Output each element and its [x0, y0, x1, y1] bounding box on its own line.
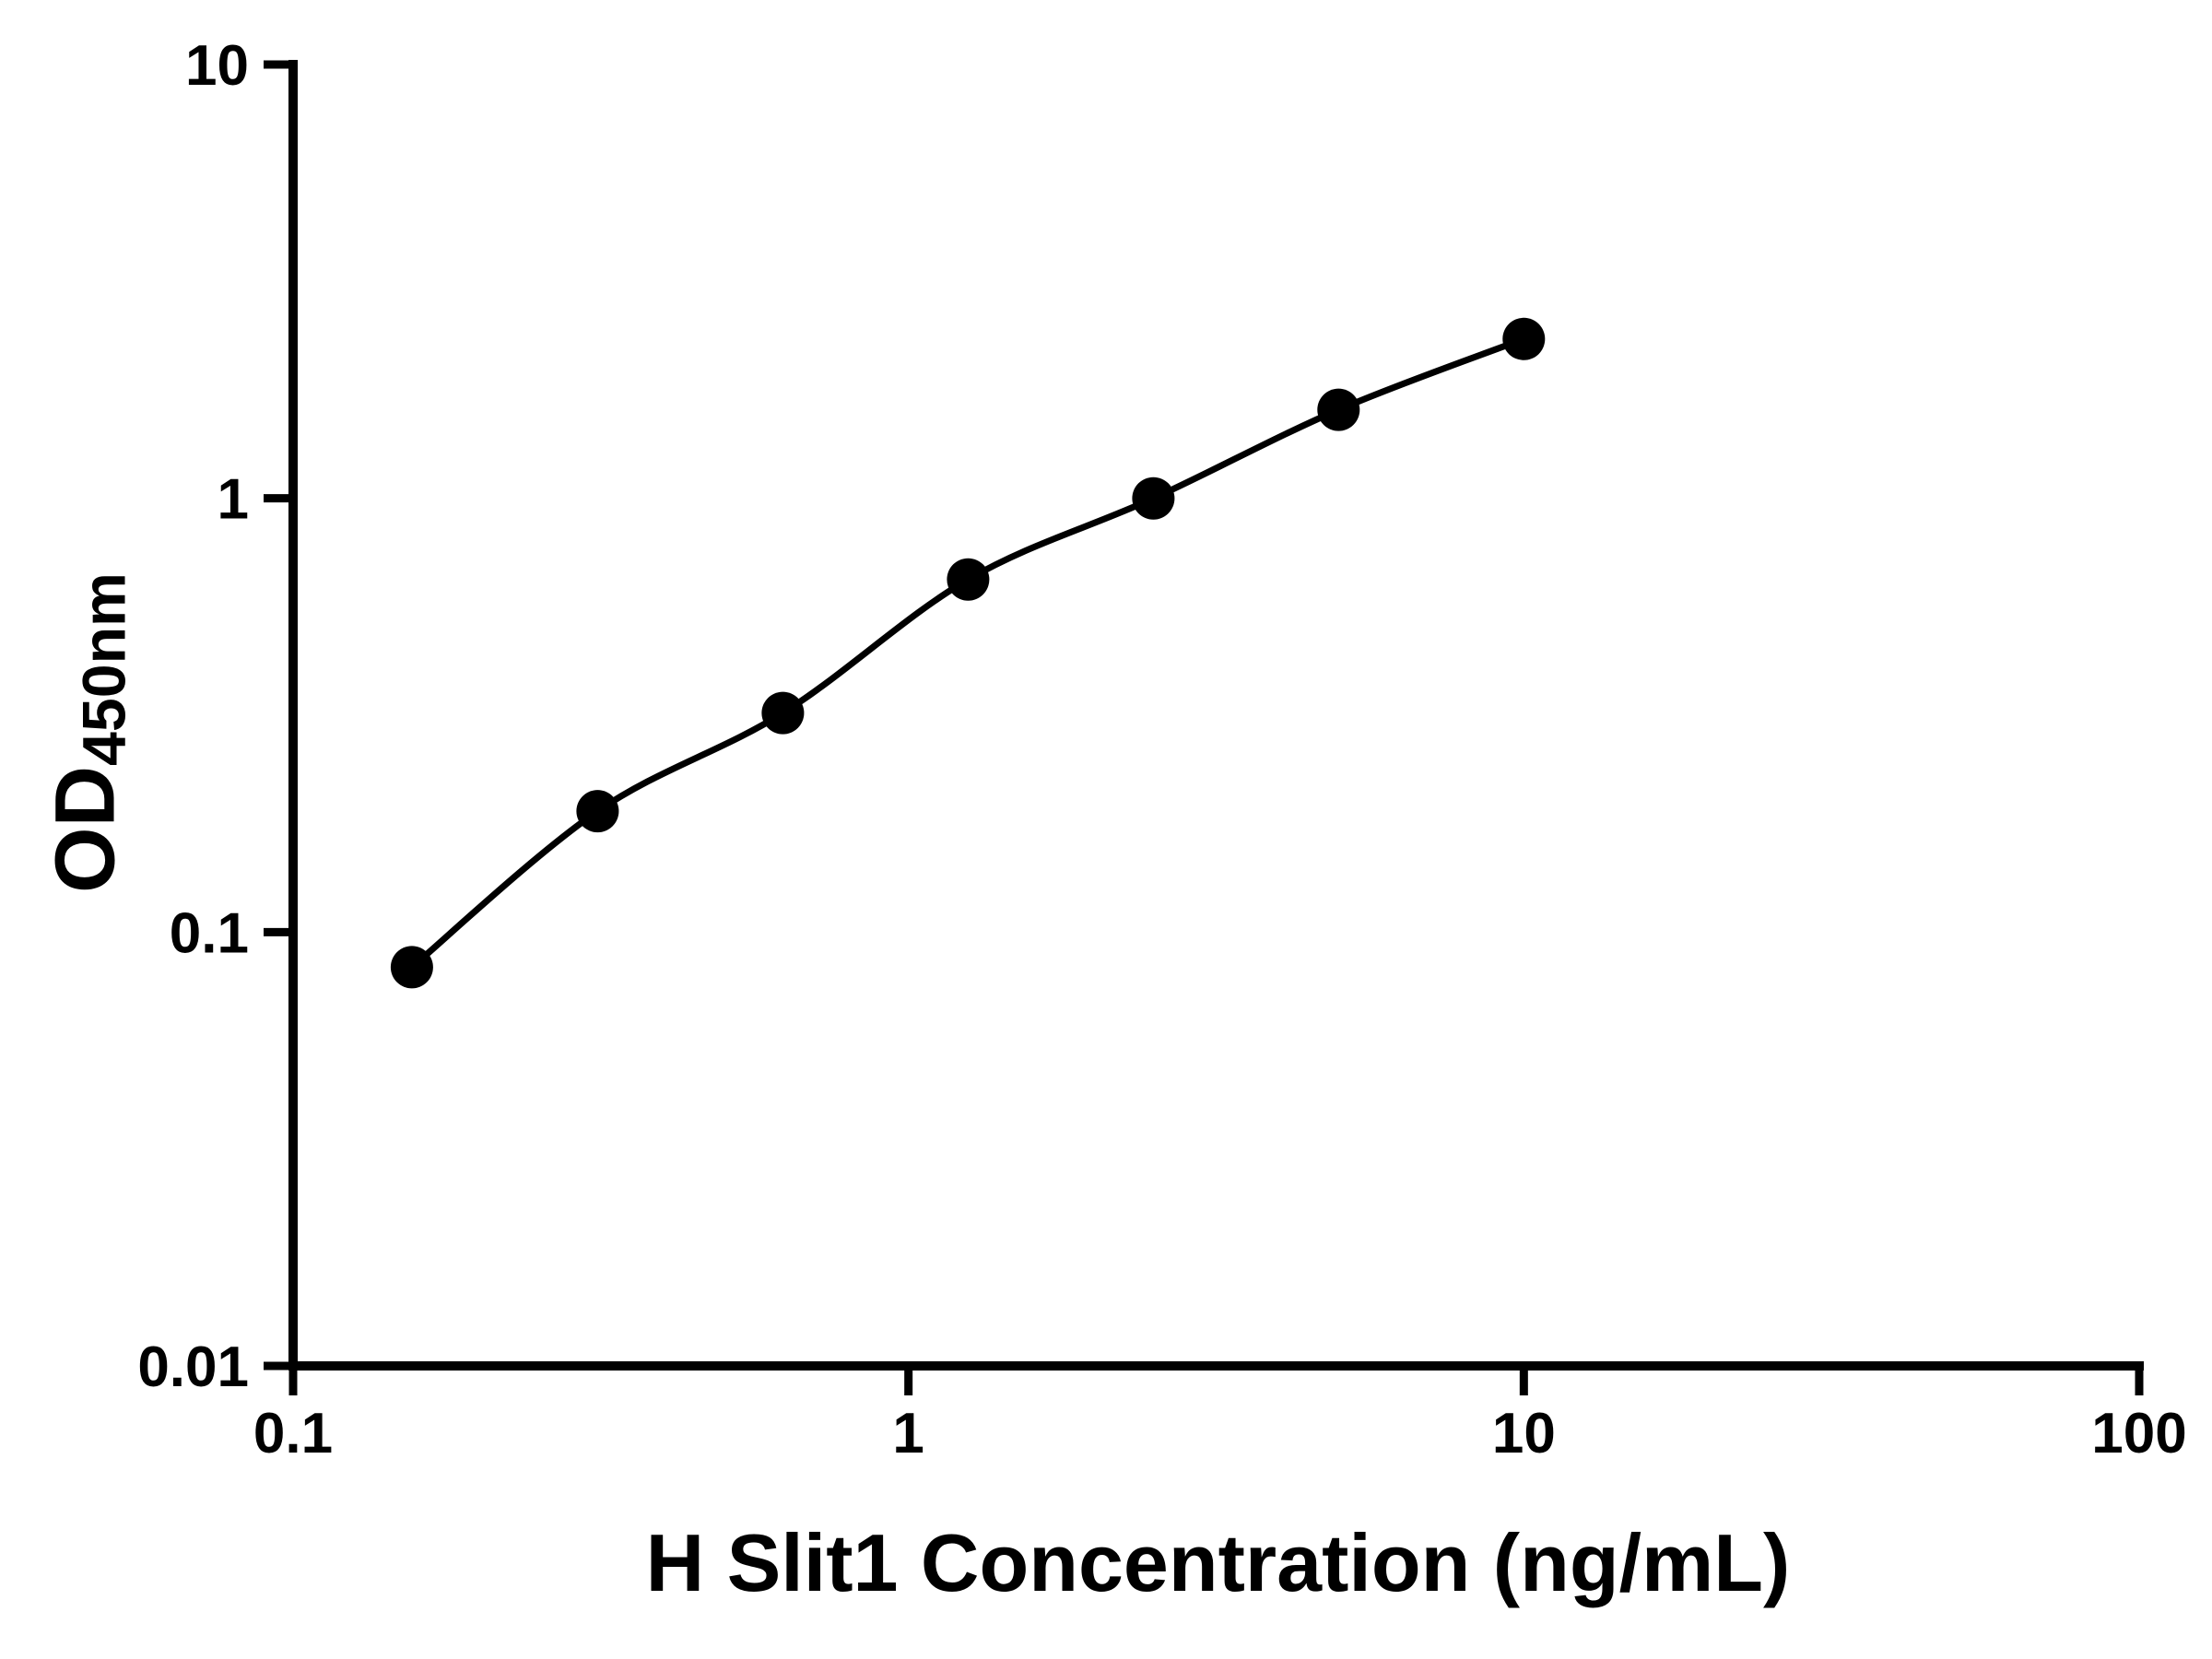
y-axis-tick-label: 0.01 — [137, 1335, 249, 1399]
y-axis-tick-label: 10 — [185, 34, 249, 98]
y-axis-tick-label: 1 — [218, 468, 249, 532]
x-axis-tick-label: 10 — [1492, 1402, 1556, 1465]
x-axis-title: H Slit1 Concentration (ng/mL) — [645, 1517, 1791, 1608]
data-point-marker — [761, 691, 805, 735]
data-point-marker — [947, 558, 990, 601]
y-axis-tick-label: 0.1 — [170, 901, 249, 965]
x-axis-tick-label: 0.1 — [253, 1402, 333, 1465]
y-axis-title: OD450nm — [38, 572, 140, 893]
data-point-marker — [1317, 388, 1360, 431]
x-axis-tick-label: 100 — [2091, 1402, 2186, 1465]
y-axis-title-subscript: 450nm — [70, 572, 139, 766]
data-point-marker — [1132, 477, 1175, 520]
series-curve — [409, 335, 1525, 971]
axis-spines — [288, 60, 2144, 1371]
y-axis-title-main: OD — [38, 765, 133, 893]
data-point-marker — [390, 946, 433, 989]
data-point-marker — [1502, 317, 1546, 360]
data-point-marker — [576, 790, 619, 833]
x-axis-tick-label: 1 — [892, 1402, 924, 1465]
